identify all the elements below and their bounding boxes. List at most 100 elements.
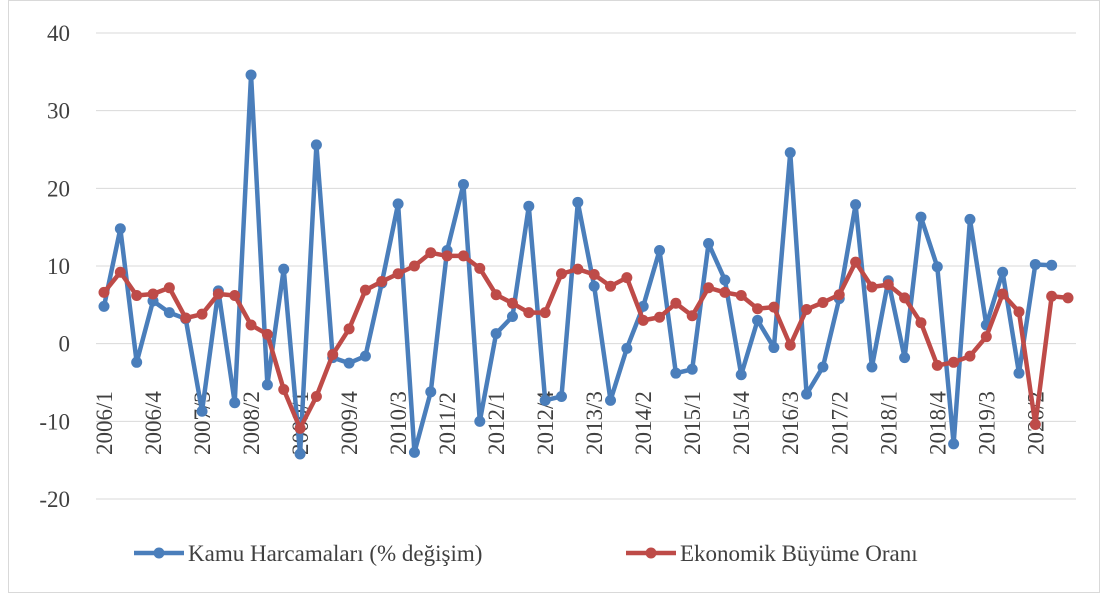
data-point bbox=[703, 282, 715, 294]
data-point bbox=[523, 200, 535, 212]
data-point bbox=[555, 268, 567, 280]
data-point bbox=[882, 279, 894, 291]
data-point bbox=[997, 266, 1009, 278]
data-point bbox=[850, 256, 862, 268]
y-tick-label: 10 bbox=[47, 254, 70, 279]
data-point bbox=[768, 301, 780, 313]
data-point bbox=[1046, 259, 1058, 271]
x-tick-label: 2015/1 bbox=[680, 391, 705, 455]
data-point bbox=[523, 307, 535, 319]
data-point bbox=[278, 383, 290, 395]
data-point bbox=[539, 307, 551, 319]
data-point bbox=[588, 269, 600, 281]
x-tick-label: 2013/3 bbox=[582, 391, 607, 455]
data-point bbox=[343, 323, 355, 335]
data-point bbox=[686, 363, 698, 375]
legend-label: Ekonomik Büyüme Oranı bbox=[680, 541, 918, 566]
data-point bbox=[555, 390, 567, 402]
data-point bbox=[752, 303, 764, 315]
data-point bbox=[801, 388, 813, 400]
data-point bbox=[768, 342, 780, 354]
y-tick-label: 40 bbox=[47, 21, 70, 46]
data-point bbox=[343, 357, 355, 369]
data-point bbox=[686, 310, 698, 322]
data-point bbox=[327, 349, 339, 361]
data-point bbox=[719, 274, 731, 286]
data-point bbox=[131, 290, 143, 302]
data-point bbox=[621, 342, 633, 354]
data-point bbox=[408, 260, 420, 272]
data-point bbox=[457, 250, 469, 262]
data-point bbox=[931, 261, 943, 273]
data-point bbox=[588, 280, 600, 292]
x-tick-label: 2014/2 bbox=[631, 391, 656, 455]
data-point bbox=[98, 300, 110, 312]
data-point bbox=[915, 211, 927, 223]
data-point bbox=[850, 199, 862, 211]
x-tick-label: 2017/2 bbox=[827, 391, 852, 455]
legend-marker bbox=[153, 547, 165, 559]
data-point bbox=[605, 280, 617, 292]
data-point bbox=[735, 369, 747, 381]
data-point bbox=[948, 356, 960, 368]
data-point bbox=[866, 361, 878, 373]
data-point bbox=[163, 282, 175, 294]
data-point bbox=[441, 250, 453, 262]
data-point bbox=[899, 352, 911, 364]
x-tick-label: 2008/2 bbox=[239, 391, 264, 455]
data-point bbox=[1029, 418, 1041, 430]
data-point bbox=[784, 147, 796, 159]
data-point bbox=[490, 289, 502, 301]
data-point bbox=[229, 290, 241, 302]
data-point bbox=[163, 307, 175, 319]
data-point bbox=[670, 297, 682, 309]
data-point bbox=[425, 386, 437, 398]
data-point bbox=[833, 289, 845, 301]
x-tick-label: 2009/4 bbox=[337, 391, 362, 455]
data-point bbox=[294, 422, 306, 434]
data-point bbox=[261, 379, 273, 391]
data-point bbox=[180, 312, 192, 324]
data-point bbox=[376, 276, 388, 288]
data-point bbox=[931, 359, 943, 371]
data-point bbox=[1013, 367, 1025, 379]
x-tick-label: 2018/4 bbox=[925, 391, 950, 455]
data-point bbox=[131, 356, 143, 368]
data-point bbox=[245, 319, 257, 331]
data-point bbox=[735, 290, 747, 302]
data-point bbox=[752, 314, 764, 326]
data-point bbox=[196, 405, 208, 417]
data-point bbox=[899, 292, 911, 304]
data-point bbox=[229, 397, 241, 409]
data-point bbox=[980, 331, 992, 343]
data-point bbox=[817, 361, 829, 373]
data-point bbox=[392, 198, 404, 210]
data-point bbox=[114, 266, 126, 278]
data-point bbox=[359, 350, 371, 362]
data-point bbox=[245, 69, 257, 81]
data-point bbox=[948, 438, 960, 450]
data-point bbox=[359, 284, 371, 296]
data-point bbox=[261, 328, 273, 340]
data-point bbox=[817, 297, 829, 309]
data-point bbox=[278, 263, 290, 275]
data-point bbox=[1062, 292, 1074, 304]
data-point bbox=[784, 339, 796, 351]
data-point bbox=[572, 263, 584, 275]
data-point bbox=[425, 247, 437, 259]
data-point bbox=[408, 446, 420, 458]
data-point bbox=[506, 297, 518, 309]
data-point bbox=[294, 448, 306, 460]
y-tick-label: 0 bbox=[59, 332, 71, 357]
data-point bbox=[621, 272, 633, 284]
data-point bbox=[490, 328, 502, 340]
y-tick-label: -20 bbox=[39, 487, 70, 512]
y-tick-label: 30 bbox=[47, 99, 70, 124]
x-tick-label: 2006/4 bbox=[141, 391, 166, 455]
data-point bbox=[915, 317, 927, 329]
data-point bbox=[114, 223, 126, 235]
x-tick-label: 2011/2 bbox=[435, 392, 460, 455]
data-point bbox=[539, 394, 551, 406]
data-point bbox=[147, 288, 159, 300]
